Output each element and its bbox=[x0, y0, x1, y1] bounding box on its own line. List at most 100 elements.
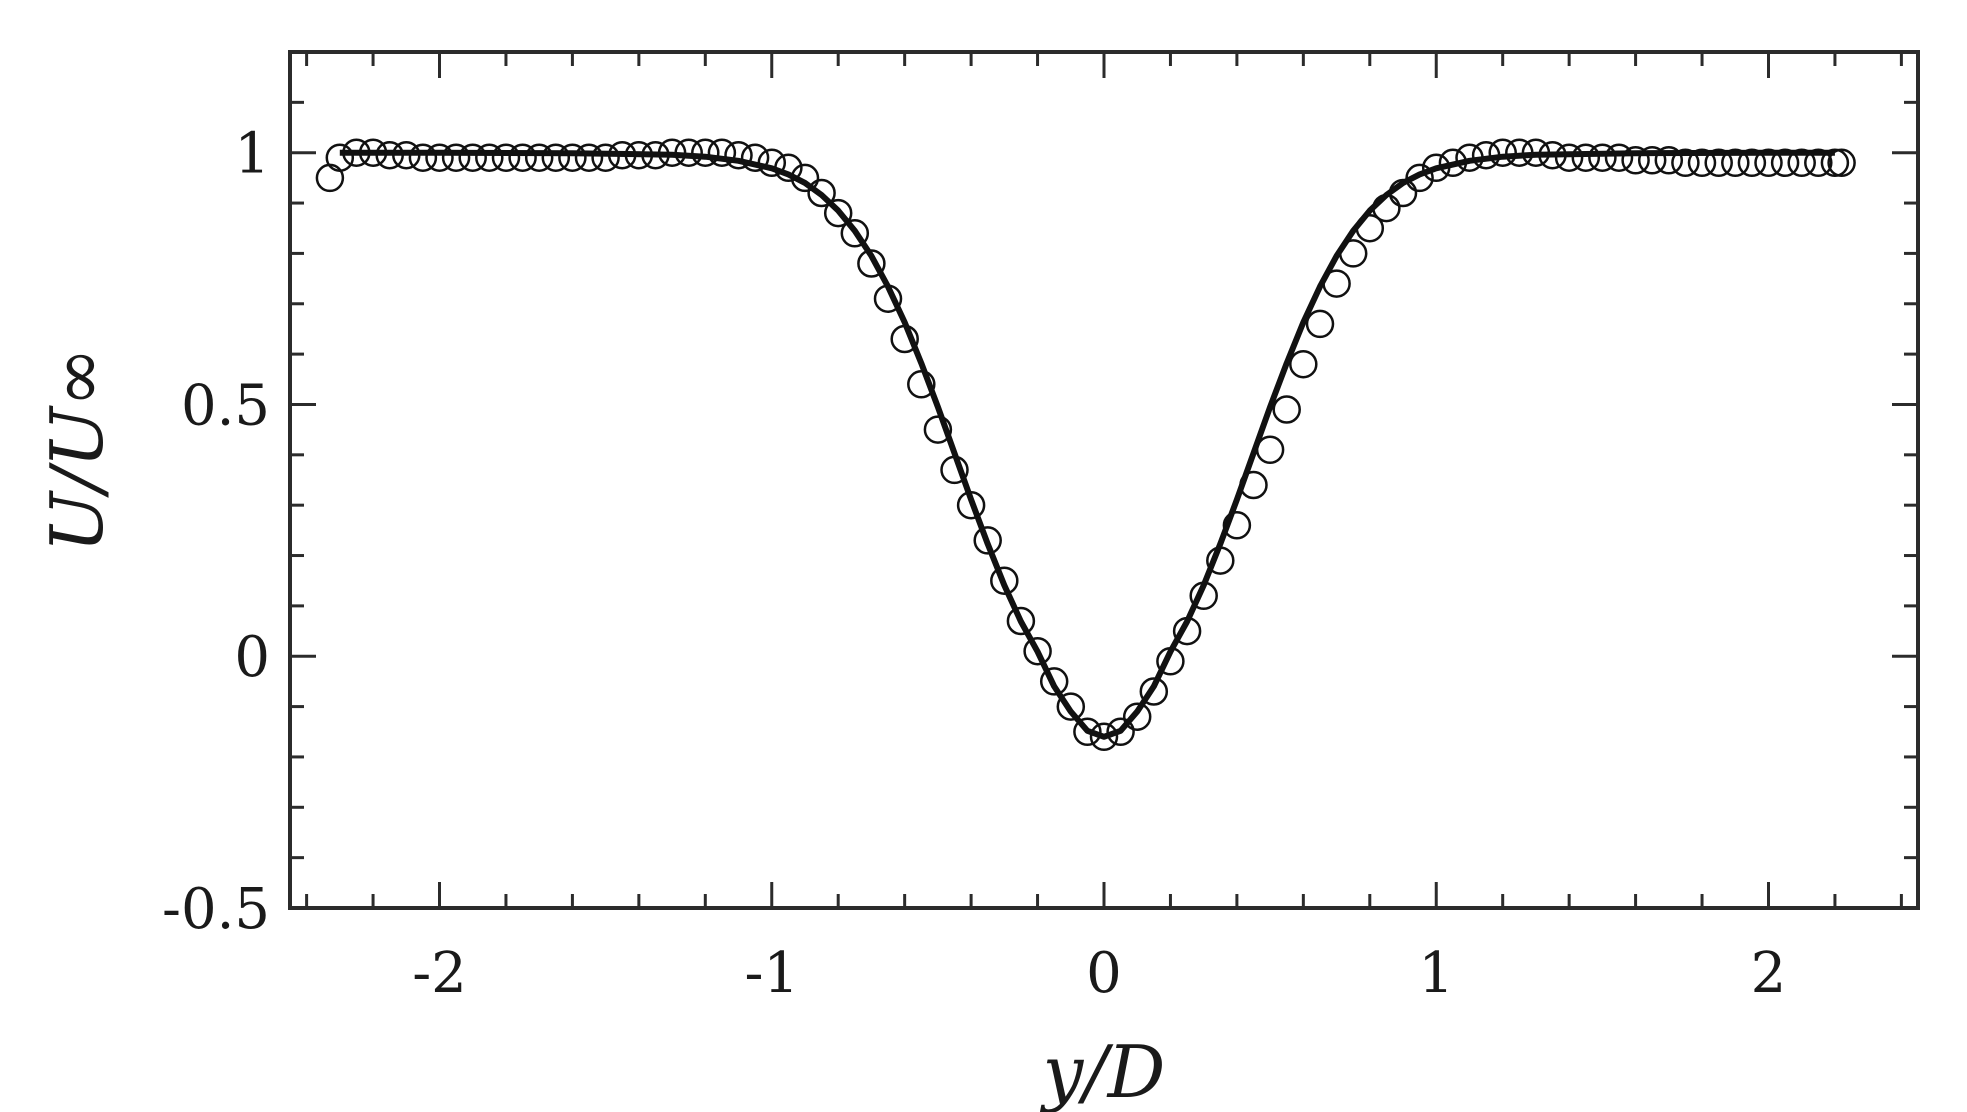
data-point bbox=[790, 163, 820, 193]
data-point bbox=[1355, 213, 1385, 243]
data-point bbox=[641, 140, 670, 170]
data-point bbox=[524, 143, 554, 172]
data-point bbox=[441, 143, 471, 172]
data-point bbox=[1804, 148, 1833, 178]
data-point bbox=[1827, 148, 1856, 178]
data-point bbox=[774, 153, 803, 183]
data-point bbox=[1687, 148, 1717, 178]
data-point bbox=[1338, 239, 1368, 268]
data-point bbox=[757, 148, 787, 178]
y-tick-label: 0 bbox=[234, 625, 270, 690]
data-point bbox=[840, 219, 870, 248]
tick-labels-layer: -2 -1 0 1 2 -0.5 0 0.5 1 bbox=[162, 122, 1786, 1006]
data-point bbox=[1388, 178, 1418, 208]
data-point bbox=[1039, 667, 1069, 696]
data-point bbox=[807, 178, 836, 208]
data-point bbox=[823, 198, 853, 228]
data-point bbox=[1488, 138, 1517, 167]
data-point bbox=[1305, 309, 1335, 339]
x-tick-label: 1 bbox=[1418, 941, 1454, 1006]
data-point bbox=[1554, 143, 1584, 172]
data-point bbox=[1770, 148, 1800, 178]
data-point bbox=[1571, 143, 1601, 172]
data-point bbox=[1372, 193, 1401, 223]
data-point bbox=[1172, 616, 1202, 646]
data-point bbox=[707, 138, 737, 167]
data-point bbox=[1637, 146, 1667, 175]
data-point bbox=[1122, 702, 1152, 731]
data-point bbox=[1056, 692, 1086, 721]
data-point bbox=[1139, 677, 1169, 706]
data-point bbox=[1322, 269, 1351, 298]
data-point bbox=[1206, 546, 1235, 575]
x-tick-label: -1 bbox=[744, 941, 799, 1006]
data-point bbox=[508, 143, 537, 172]
data-point bbox=[491, 143, 521, 172]
data-point bbox=[1089, 722, 1119, 752]
data-point bbox=[691, 138, 720, 167]
data-point bbox=[342, 138, 371, 167]
data-point bbox=[873, 284, 903, 313]
data-point bbox=[408, 143, 438, 172]
data-point bbox=[574, 143, 604, 172]
data-point bbox=[740, 143, 770, 172]
data-point bbox=[1156, 647, 1185, 676]
data-point bbox=[1438, 148, 1468, 178]
data-point bbox=[325, 143, 355, 172]
data-point bbox=[1189, 581, 1218, 611]
data-point bbox=[1521, 138, 1551, 167]
fit-line-layer bbox=[339, 149, 1835, 740]
plot-frame bbox=[288, 50, 1920, 910]
x-tick-label: 2 bbox=[1751, 941, 1787, 1006]
data-point bbox=[1239, 470, 1268, 500]
data-point bbox=[1405, 163, 1434, 193]
data-point bbox=[1671, 148, 1700, 178]
data-point bbox=[541, 143, 571, 172]
data-point bbox=[475, 143, 504, 172]
data-point bbox=[1272, 395, 1301, 424]
data-point bbox=[1222, 511, 1252, 540]
x-axis-label: y/D bbox=[1040, 1030, 1166, 1112]
data-point bbox=[1073, 717, 1102, 747]
x-tick-label: 0 bbox=[1086, 941, 1122, 1006]
data-point bbox=[1820, 148, 1850, 178]
data-point bbox=[1106, 717, 1135, 747]
data-point bbox=[674, 138, 703, 167]
data-point bbox=[1471, 140, 1501, 170]
data-point bbox=[1754, 148, 1783, 178]
data-point bbox=[1006, 606, 1036, 636]
data-point bbox=[624, 140, 654, 170]
data-point bbox=[607, 140, 637, 170]
data-point bbox=[1621, 146, 1650, 175]
data-point bbox=[923, 415, 953, 444]
data-point bbox=[973, 526, 1002, 555]
data-point bbox=[1721, 148, 1750, 178]
data-point bbox=[940, 455, 969, 485]
data-point bbox=[1588, 143, 1617, 172]
data-point bbox=[1455, 143, 1484, 172]
data-point bbox=[990, 566, 1019, 595]
data-point bbox=[956, 490, 986, 520]
data-point bbox=[591, 143, 620, 172]
data-point bbox=[1421, 153, 1451, 183]
data-point bbox=[458, 143, 487, 172]
data-point bbox=[392, 140, 421, 170]
data-point bbox=[857, 249, 886, 278]
y-axis-label: U/U∞ bbox=[35, 347, 119, 553]
data-point bbox=[1654, 146, 1684, 175]
y-tick-label: 0.5 bbox=[181, 373, 270, 438]
marker-layer bbox=[315, 138, 1856, 752]
x-tick-label: -2 bbox=[412, 941, 467, 1006]
data-point bbox=[1604, 143, 1634, 172]
data-point bbox=[1505, 138, 1534, 167]
data-point bbox=[1704, 148, 1733, 178]
data-point bbox=[375, 140, 404, 170]
ticks-layer bbox=[290, 50, 1918, 910]
data-point bbox=[1737, 148, 1767, 178]
data-point bbox=[1289, 349, 1318, 379]
data-point bbox=[1538, 140, 1567, 170]
y-tick-label: -0.5 bbox=[162, 877, 270, 942]
fit-line bbox=[339, 149, 1835, 740]
data-point bbox=[425, 143, 454, 172]
